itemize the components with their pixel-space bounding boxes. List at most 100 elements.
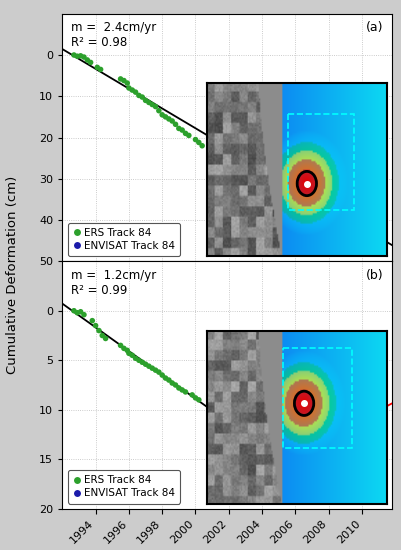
Point (331, 222, 338, 230)
Point (344, 228, 351, 236)
Point (136, 356, 142, 365)
Point (165, 376, 172, 384)
Point (358, 445, 364, 454)
Point (178, 386, 185, 394)
Point (268, 465, 275, 474)
Point (198, 141, 205, 150)
Point (338, 224, 344, 233)
Point (275, 468, 281, 476)
Point (325, 437, 331, 446)
Point (178, 126, 185, 135)
Text: (b): (b) (365, 269, 383, 282)
Point (283, 463, 290, 471)
Point (77, 307, 84, 316)
Point (334, 223, 341, 232)
Point (318, 216, 324, 224)
Point (305, 207, 311, 216)
Point (102, 334, 109, 343)
Point (117, 341, 124, 350)
Point (168, 117, 175, 125)
Point (158, 111, 165, 119)
Point (126, 84, 132, 92)
Point (97, 65, 103, 74)
Point (258, 178, 265, 186)
Point (298, 203, 304, 212)
Point (273, 468, 279, 476)
Point (152, 102, 158, 111)
Point (94, 63, 100, 72)
Legend: ERS Track 84, ENVISAT Track 84: ERS Track 84, ENVISAT Track 84 (67, 470, 180, 504)
Point (258, 457, 265, 466)
Point (168, 378, 175, 387)
Point (124, 79, 130, 87)
Point (365, 450, 371, 459)
Point (318, 435, 324, 444)
Point (188, 390, 195, 399)
Point (242, 435, 248, 444)
Point (361, 233, 368, 242)
Point (175, 124, 182, 133)
Point (305, 445, 311, 454)
Point (81, 53, 87, 62)
Point (295, 453, 301, 461)
Point (212, 405, 218, 414)
Point (278, 191, 285, 200)
Point (126, 349, 132, 358)
Point (74, 309, 80, 317)
Point (145, 98, 152, 107)
Point (283, 194, 290, 203)
Point (71, 51, 77, 59)
Point (290, 197, 296, 206)
Point (192, 135, 198, 144)
Point (212, 150, 218, 158)
Point (275, 189, 281, 197)
Point (298, 450, 304, 459)
Point (205, 144, 211, 152)
Point (142, 96, 148, 104)
Point (149, 364, 155, 372)
Point (375, 240, 381, 249)
Point (172, 120, 178, 129)
Point (371, 455, 378, 464)
Point (261, 460, 268, 469)
Point (152, 366, 158, 375)
Point (95, 326, 102, 335)
Point (139, 92, 145, 101)
Point (277, 467, 283, 476)
Point (172, 381, 178, 389)
Point (338, 443, 344, 452)
Point (165, 114, 172, 123)
Point (162, 113, 168, 122)
Point (334, 440, 341, 449)
Text: m =  1.2cm/yr
R² = 0.99: m = 1.2cm/yr R² = 0.99 (71, 269, 156, 296)
Point (233, 423, 240, 432)
Point (368, 453, 374, 461)
Point (361, 447, 368, 456)
Point (273, 188, 279, 196)
Point (175, 383, 182, 392)
Point (242, 164, 248, 173)
Point (344, 445, 351, 454)
Point (84, 56, 90, 64)
Point (271, 187, 278, 196)
Point (124, 346, 130, 355)
Point (341, 440, 348, 449)
Point (222, 410, 228, 419)
Point (195, 138, 202, 147)
Point (81, 310, 87, 319)
Point (280, 465, 286, 474)
Point (286, 460, 293, 469)
Point (255, 174, 261, 183)
Point (129, 86, 135, 95)
Point (74, 52, 80, 60)
Point (280, 192, 286, 201)
Point (228, 415, 235, 424)
Point (308, 210, 314, 218)
Point (158, 371, 165, 380)
Point (265, 183, 271, 191)
Point (185, 131, 192, 140)
Point (330, 221, 336, 230)
Point (302, 205, 308, 214)
Point (271, 467, 278, 476)
Point (261, 180, 268, 189)
